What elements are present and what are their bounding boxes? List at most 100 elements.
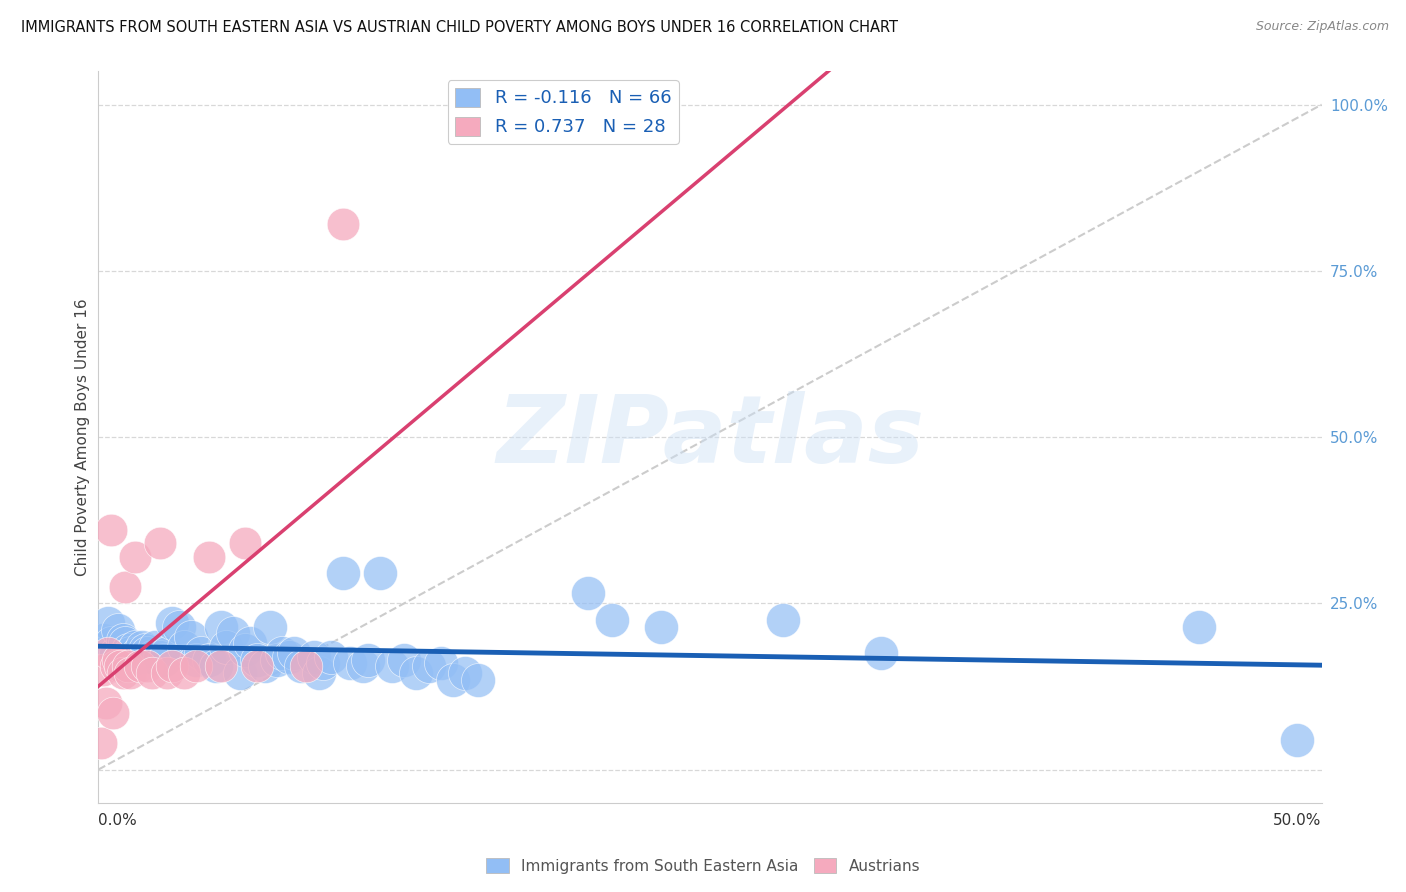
Legend: Immigrants from South Eastern Asia, Austrians: Immigrants from South Eastern Asia, Aust… (479, 852, 927, 880)
Text: Source: ZipAtlas.com: Source: ZipAtlas.com (1256, 20, 1389, 33)
Point (117, 659, 139, 673)
Point (160, 616, 183, 631)
Point (141, 649, 163, 664)
Point (97, 646, 120, 660)
Point (111, 632, 134, 647)
Point (94, 696, 117, 710)
Point (91, 632, 114, 647)
Point (205, 659, 228, 673)
Point (160, 659, 183, 673)
Point (772, 613, 794, 627)
Point (110, 659, 132, 673)
Legend: R = -0.116   N = 66, R = 0.737   N = 28: R = -0.116 N = 66, R = 0.737 N = 28 (449, 80, 679, 144)
Point (173, 666, 195, 681)
Point (870, 646, 893, 660)
Point (339, 656, 361, 670)
Point (246, 653, 269, 667)
Point (197, 653, 219, 667)
Point (352, 659, 374, 673)
Point (266, 653, 288, 667)
Point (1286, 732, 1309, 747)
Point (127, 646, 149, 660)
Point (101, 706, 124, 720)
Point (332, 217, 354, 231)
Point (319, 649, 342, 664)
Point (650, 619, 672, 633)
Point (600, 613, 623, 627)
Point (302, 649, 325, 664)
Point (120, 646, 142, 660)
Text: 0.0%: 0.0% (98, 813, 138, 828)
Point (392, 653, 416, 667)
Point (167, 619, 190, 633)
Point (153, 653, 176, 667)
Y-axis label: Child Poverty Among Boys Under 16: Child Poverty Among Boys Under 16 (75, 298, 90, 576)
Point (454, 666, 477, 681)
Point (233, 536, 256, 550)
Point (253, 659, 276, 673)
Point (209, 659, 232, 673)
Point (91, 663, 114, 677)
Point (136, 646, 159, 660)
Point (405, 666, 427, 681)
Text: 50.0%: 50.0% (1274, 813, 1322, 828)
Point (246, 659, 269, 673)
Point (186, 659, 208, 673)
Point (214, 640, 236, 654)
Point (124, 640, 146, 654)
Point (418, 659, 440, 673)
Point (129, 649, 152, 664)
Point (239, 636, 262, 650)
Point (209, 619, 232, 633)
Point (117, 643, 139, 657)
Point (368, 566, 391, 581)
Point (332, 566, 354, 581)
Point (270, 646, 294, 660)
Point (97, 616, 120, 631)
Point (104, 659, 127, 673)
Point (131, 640, 153, 654)
Point (381, 659, 404, 673)
Point (120, 666, 142, 681)
Point (156, 666, 179, 681)
Point (141, 666, 163, 681)
Text: ZIPatlas: ZIPatlas (496, 391, 924, 483)
Point (129, 659, 152, 673)
Point (278, 649, 301, 664)
Point (356, 653, 378, 667)
Point (190, 646, 212, 660)
Point (308, 666, 330, 681)
Text: IMMIGRANTS FROM SOUTH EASTERN ASIA VS AUSTRIAN CHILD POVERTY AMONG BOYS UNDER 16: IMMIGRANTS FROM SOUTH EASTERN ASIA VS AU… (21, 20, 898, 35)
Point (134, 643, 156, 657)
Point (107, 653, 129, 667)
Point (290, 659, 312, 673)
Point (180, 630, 202, 644)
Point (156, 646, 179, 660)
Point (173, 640, 195, 654)
Point (1188, 619, 1211, 633)
Point (295, 659, 318, 673)
Point (100, 523, 122, 537)
Point (100, 636, 122, 650)
Point (124, 549, 146, 564)
Point (229, 666, 252, 681)
Point (430, 656, 453, 670)
Point (312, 656, 335, 670)
Point (467, 673, 489, 687)
Point (222, 626, 245, 640)
Point (136, 659, 159, 673)
Point (143, 640, 166, 654)
Point (149, 536, 172, 550)
Point (114, 636, 136, 650)
Point (233, 643, 256, 657)
Point (90, 736, 112, 750)
Point (576, 586, 599, 600)
Point (111, 666, 134, 681)
Point (149, 649, 172, 664)
Point (197, 549, 219, 564)
Point (259, 619, 281, 633)
Point (283, 646, 305, 660)
Point (114, 580, 136, 594)
Point (441, 673, 464, 687)
Point (104, 646, 127, 660)
